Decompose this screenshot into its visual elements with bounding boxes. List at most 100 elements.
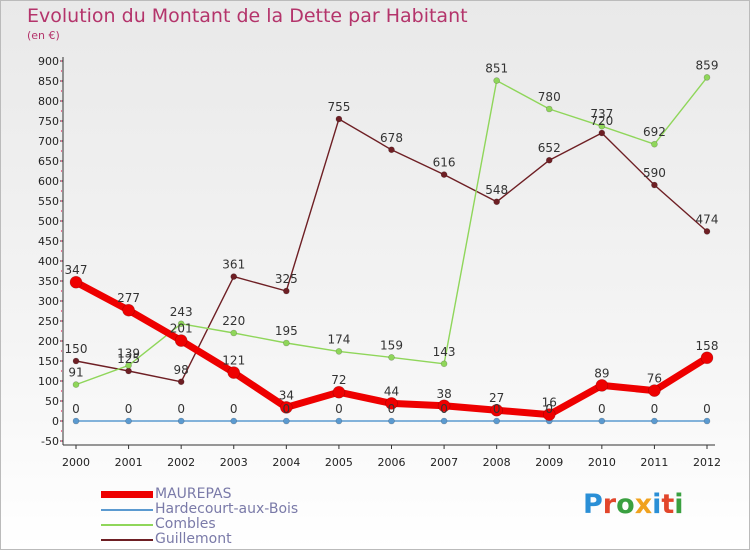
data-label-combles: 195 xyxy=(275,324,298,338)
data-point-maurepas xyxy=(122,303,135,317)
data-label-combles: 220 xyxy=(222,314,245,328)
legend-label-maurepas: MAUREPAS xyxy=(155,486,232,502)
data-label-guillemont: 474 xyxy=(696,212,719,226)
data-label-combles: 859 xyxy=(696,58,719,72)
data-point-maurepas xyxy=(648,384,661,397)
logo-letter: x xyxy=(634,489,653,520)
y-tick-label: 200 xyxy=(38,335,59,348)
x-tick-label: 2002 xyxy=(167,456,195,469)
x-tick-label: 2006 xyxy=(378,456,406,469)
data-label-maurepas: 72 xyxy=(331,373,346,387)
data-point-maurepas xyxy=(542,408,556,421)
data-label-combles: 851 xyxy=(485,62,508,76)
data-point-maurepas xyxy=(332,385,346,399)
data-label-guillemont: 720 xyxy=(590,114,613,128)
data-point-combles xyxy=(177,320,185,328)
proxiti-logo: Proxiti xyxy=(583,489,684,520)
data-label-hardecourt-aux-bois: 0 xyxy=(72,402,80,416)
x-tick-label: 2001 xyxy=(115,456,143,469)
data-point-guillemont xyxy=(72,357,80,365)
data-point-combles xyxy=(283,339,290,347)
x-tick-label: 2010 xyxy=(588,456,616,469)
chart-title: Evolution du Montant de la Dette par Hab… xyxy=(27,5,468,27)
x-tick-label: 2011 xyxy=(640,456,668,469)
data-label-hardecourt-aux-bois: 0 xyxy=(493,402,501,416)
data-point-combles xyxy=(335,348,343,355)
data-point-guillemont xyxy=(125,367,132,375)
logo-letter: i xyxy=(674,489,684,520)
data-label-guillemont: 652 xyxy=(538,141,561,155)
data-label-maurepas: 38 xyxy=(436,387,451,401)
data-label-guillemont: 590 xyxy=(643,166,666,180)
data-label-guillemont: 755 xyxy=(327,100,350,114)
legend-label-guillemont: Guillemont xyxy=(155,531,232,547)
data-label-combles: 692 xyxy=(643,125,666,139)
data-label-maurepas: 89 xyxy=(594,366,609,380)
x-tick-label: 2012 xyxy=(693,456,721,469)
y-tick-label: 750 xyxy=(38,115,59,128)
x-tick-label: 2000 xyxy=(62,456,90,469)
data-label-guillemont: 616 xyxy=(433,156,456,170)
data-point-combles xyxy=(493,77,500,84)
chart-axes: -50 0 50 100 150 200 250 300 350 400 450 500 550 600 6… xyxy=(38,55,721,469)
data-label-hardecourt-aux-bois: 0 xyxy=(703,402,711,416)
y-tick-label: 350 xyxy=(38,275,59,288)
data-point-maurepas xyxy=(437,399,451,413)
data-label-maurepas: 201 xyxy=(170,322,193,336)
data-point-hardecourt-aux-bois xyxy=(703,417,711,425)
data-point-hardecourt-aux-bois xyxy=(651,417,658,425)
data-label-hardecourt-aux-bois: 0 xyxy=(125,402,133,416)
y-tick-label: 100 xyxy=(38,375,59,388)
data-point-guillemont xyxy=(703,228,711,235)
data-label-maurepas: 76 xyxy=(647,372,662,386)
x-tick-label: 2007 xyxy=(430,456,458,469)
data-label-guillemont: 125 xyxy=(117,352,140,366)
y-tick-label: 900 xyxy=(38,55,59,68)
data-point-combles xyxy=(72,381,80,388)
data-point-guillemont xyxy=(177,378,185,386)
data-label-combles: 159 xyxy=(380,338,403,352)
data-label-maurepas: 347 xyxy=(65,263,88,277)
y-tick-label: 450 xyxy=(38,235,59,248)
data-label-maurepas: 44 xyxy=(384,384,399,398)
data-label-combles: 139 xyxy=(117,346,140,360)
data-point-combles xyxy=(598,122,606,130)
data-label-guillemont: 150 xyxy=(65,342,88,356)
data-point-maurepas xyxy=(385,397,398,410)
data-point-guillemont xyxy=(651,181,658,189)
data-point-combles xyxy=(440,360,448,368)
y-tick-label: 150 xyxy=(38,355,59,368)
x-tick-label: 2008 xyxy=(483,456,511,469)
data-label-maurepas: 34 xyxy=(279,388,294,402)
data-label-hardecourt-aux-bois: 0 xyxy=(177,402,185,416)
data-point-hardecourt-aux-bois xyxy=(177,417,185,425)
data-point-guillemont xyxy=(493,198,500,206)
data-point-combles xyxy=(125,362,132,369)
data-point-guillemont xyxy=(440,171,448,178)
data-point-combles xyxy=(388,354,395,361)
y-tick-label: -50 xyxy=(41,435,59,448)
data-point-guillemont xyxy=(283,287,290,295)
y-tick-label: 850 xyxy=(38,75,59,88)
y-tick-label: 50 xyxy=(45,395,59,408)
data-label-combles: 91 xyxy=(68,366,83,380)
data-label-hardecourt-aux-bois: 0 xyxy=(651,402,659,416)
data-point-maurepas xyxy=(280,401,293,414)
data-label-hardecourt-aux-bois: 0 xyxy=(230,402,238,416)
data-point-hardecourt-aux-bois xyxy=(440,417,448,425)
data-label-guillemont: 361 xyxy=(222,258,245,272)
data-point-hardecourt-aux-bois xyxy=(335,417,343,425)
data-point-combles xyxy=(230,329,238,337)
data-label-combles: 174 xyxy=(327,332,350,346)
data-label-guillemont: 678 xyxy=(380,131,403,145)
data-point-hardecourt-aux-bois xyxy=(598,417,606,425)
data-point-hardecourt-aux-bois xyxy=(230,417,238,425)
y-tick-label: 550 xyxy=(38,195,59,208)
y-tick-label: 800 xyxy=(38,95,59,108)
legend-swatch-guillemont xyxy=(101,539,153,541)
data-point-guillemont xyxy=(230,273,238,280)
x-tick-label: 2003 xyxy=(220,456,248,469)
data-label-hardecourt-aux-bois: 0 xyxy=(283,402,291,416)
y-tick-label: 300 xyxy=(38,295,59,308)
